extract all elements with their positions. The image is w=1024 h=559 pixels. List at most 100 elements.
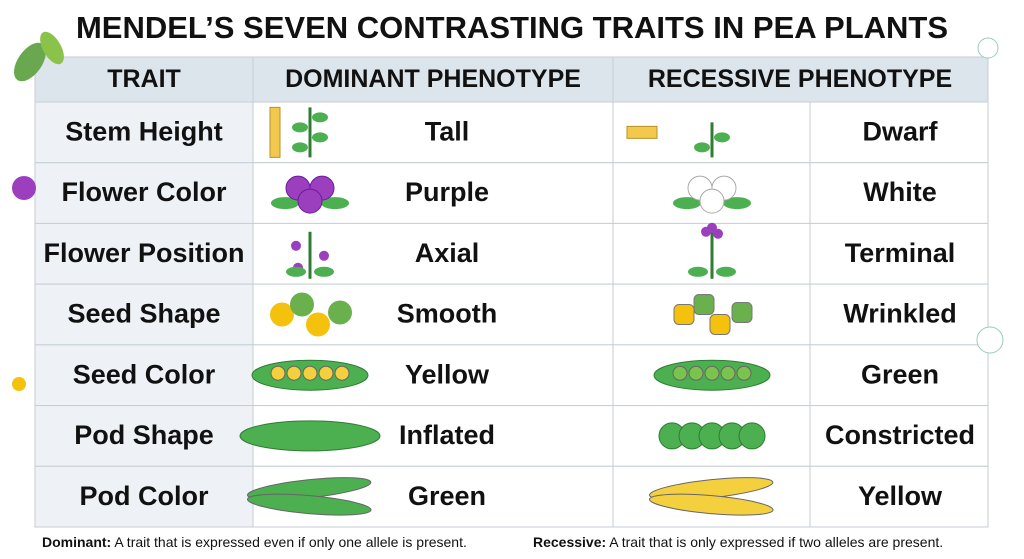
- dominant-cell: [252, 101, 614, 164]
- trait-name: Seed Color: [73, 359, 216, 389]
- seed: [328, 300, 352, 325]
- footer-text: A trait that is only expressed if two al…: [609, 534, 943, 550]
- dominant-phenotype: Axial: [415, 238, 480, 268]
- pea: [270, 365, 286, 381]
- seed: [731, 302, 753, 323]
- dominant-phenotype: Yellow: [405, 359, 490, 389]
- flower: [707, 222, 717, 233]
- petal: [699, 188, 725, 214]
- seed: [290, 292, 314, 317]
- header-cell: RECESSIVE PHENOTYPE: [648, 65, 952, 93]
- pea: [736, 365, 752, 381]
- header-cell: DOMINANT PHENOTYPE: [285, 65, 581, 93]
- leaf: [314, 266, 334, 277]
- leaf: [271, 197, 299, 210]
- table: TRAIT DOMINANT PHENOTYPE RECESSIVE PHENOTY…: [34, 56, 989, 528]
- trait-name: Pod Color: [80, 481, 209, 511]
- dominant-phenotype: Green: [408, 481, 486, 511]
- dominant-phenotype: Purple: [405, 177, 489, 207]
- header-row: [34, 56, 989, 103]
- pea: [720, 365, 736, 381]
- leaf-decoration: [14, 42, 46, 82]
- leaf: [312, 132, 328, 143]
- pod: [247, 493, 372, 516]
- flower: [319, 250, 329, 261]
- icon: [269, 106, 328, 158]
- pea: [704, 365, 720, 381]
- ruler: [626, 125, 658, 139]
- leaf: [673, 197, 701, 210]
- seed: [693, 294, 715, 315]
- icon: [246, 477, 372, 516]
- pea: [318, 365, 334, 381]
- trait-name: Stem Height: [65, 116, 223, 146]
- leaf: [292, 142, 308, 153]
- pea: [334, 365, 350, 381]
- icon: [626, 122, 730, 158]
- dominant-phenotype: Tall: [425, 116, 470, 146]
- recessive-phenotype: Green: [861, 359, 939, 389]
- trait-cell: [34, 101, 254, 164]
- seed-decoration: [12, 377, 26, 391]
- footer-dominant: Dominant: A trait that is expressed even…: [42, 534, 467, 550]
- recessive-phenotype: White: [863, 177, 937, 207]
- trait-name: Pod Shape: [74, 420, 214, 450]
- icon: [673, 175, 751, 214]
- recessive-phenotype: Constricted: [825, 420, 975, 450]
- pod-segment: [738, 422, 766, 450]
- recessive-cell: [612, 222, 989, 285]
- trait-cell: [34, 344, 254, 407]
- flower-decoration: [12, 176, 36, 200]
- pea: [286, 365, 302, 381]
- pea: [302, 365, 318, 381]
- icon: [658, 422, 766, 450]
- seed: [709, 314, 731, 335]
- petal: [297, 188, 323, 214]
- icon: [271, 175, 349, 214]
- icon: [688, 222, 736, 279]
- flower-decoration: [977, 37, 999, 59]
- trait-name: Flower Position: [43, 238, 244, 268]
- footer-recessive: Recessive: A trait that is only expresse…: [533, 534, 943, 550]
- recessive-phenotype: Wrinkled: [843, 299, 957, 329]
- leaf: [321, 197, 349, 210]
- leaf: [286, 266, 306, 277]
- leaf: [312, 112, 328, 123]
- trait-cell: [34, 162, 254, 224]
- icon: [673, 294, 753, 335]
- flower: [291, 240, 301, 251]
- recessive-cell: [612, 162, 989, 224]
- leaf-decoration: [40, 31, 64, 65]
- icon: [653, 359, 771, 391]
- icon: [239, 420, 381, 452]
- leaf: [694, 142, 710, 153]
- icon: [648, 477, 774, 516]
- dominant-phenotype: Inflated: [399, 420, 495, 450]
- header-cell: TRAIT: [107, 65, 181, 93]
- pod: [239, 420, 381, 452]
- icon: [286, 231, 334, 279]
- trait-name: Seed Shape: [67, 299, 220, 329]
- seed: [673, 304, 695, 325]
- flower-decoration: [976, 326, 1004, 354]
- seed: [270, 302, 294, 327]
- recessive-phenotype: Yellow: [858, 481, 943, 511]
- recessive-phenotype: Terminal: [845, 238, 956, 268]
- trait-cell: [34, 222, 254, 285]
- footer-text: A trait that is expressed even if only o…: [114, 534, 467, 550]
- seed: [306, 312, 330, 337]
- leaf: [723, 197, 751, 210]
- ruler: [269, 106, 281, 158]
- footer-term: Dominant:: [42, 534, 111, 550]
- pod: [649, 493, 774, 516]
- leaf: [688, 266, 708, 277]
- icon: [270, 292, 352, 337]
- trait-name: Flower Color: [61, 177, 226, 207]
- trait-cell: [34, 465, 254, 528]
- recessive-phenotype: Dwarf: [862, 116, 938, 146]
- leaf: [292, 122, 308, 133]
- recessive-cell: [612, 101, 989, 164]
- dominant-phenotype: Smooth: [397, 299, 498, 329]
